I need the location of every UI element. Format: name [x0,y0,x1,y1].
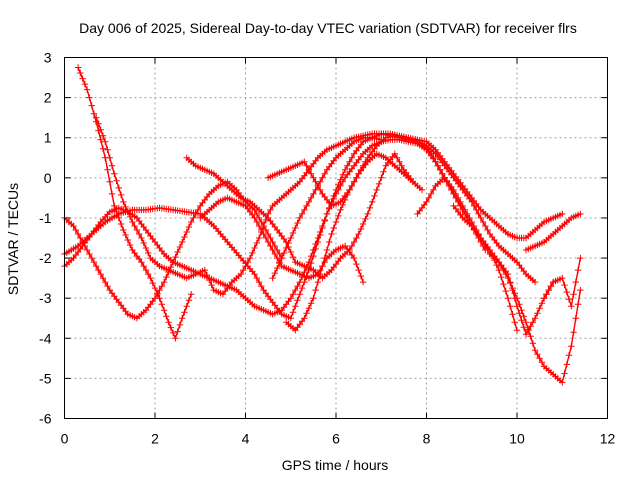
series-markers-track-j [283,150,426,334]
y-tick-label-7: 1 [44,130,52,146]
x-tick-label-2: 4 [242,431,250,447]
y-tick-label-8: 2 [44,90,52,106]
x-tick-label-5: 10 [509,431,525,447]
series-markers-track-m [540,254,584,310]
x-tick-label-4: 8 [423,431,431,447]
x-tick-label-1: 2 [151,431,159,447]
y-axis-title: SDTVAR / TECUs [5,183,21,295]
y-tick-label-9: 3 [44,50,52,66]
series-markers-track-l [522,210,584,254]
series-track-a [74,64,195,342]
x-tick-label-6: 12 [600,431,616,447]
x-tick-label-0: 0 [61,431,69,447]
series-line-track-a [77,67,192,341]
series-track-h [197,194,367,286]
y-tick-label-2: -4 [39,330,52,346]
series-track-i [269,134,385,282]
series-track-c [61,178,285,322]
series-track-e [61,130,566,318]
y-tick-label-0: -6 [39,411,52,427]
series-track-j [283,150,426,334]
y-tick-label-4: -2 [39,250,52,266]
series-track-m [540,254,584,310]
x-tick-labels: 0 2 4 6 8 10 12 [61,431,616,447]
series-markers-track-n [450,202,521,334]
series-markers-track-k [414,174,557,338]
series-track-l [522,210,584,254]
series-markers-track-a [74,64,195,342]
series-markers-track-c [61,178,285,322]
plot-frame [64,57,608,419]
series-line-track-k [416,176,554,337]
series-markers-track-i [269,134,385,282]
series-track-k [414,174,557,338]
series-markers-track-e [61,130,566,318]
y-tick-labels: -6 -5 -4 -3 -2 -1 0 1 2 3 [39,50,52,427]
x-axis-title: GPS time / hours [282,457,389,473]
chart-title: Day 006 of 2025, Sidereal Day-to-day VTE… [79,20,577,36]
x-tick-label-3: 6 [332,431,340,447]
y-tick-label-5: -1 [39,210,52,226]
y-tick-label-1: -5 [39,370,52,386]
data-series [61,64,584,386]
y-tick-label-3: -3 [39,290,52,306]
y-tick-label-6: 0 [44,170,52,186]
series-track-n [450,202,521,334]
